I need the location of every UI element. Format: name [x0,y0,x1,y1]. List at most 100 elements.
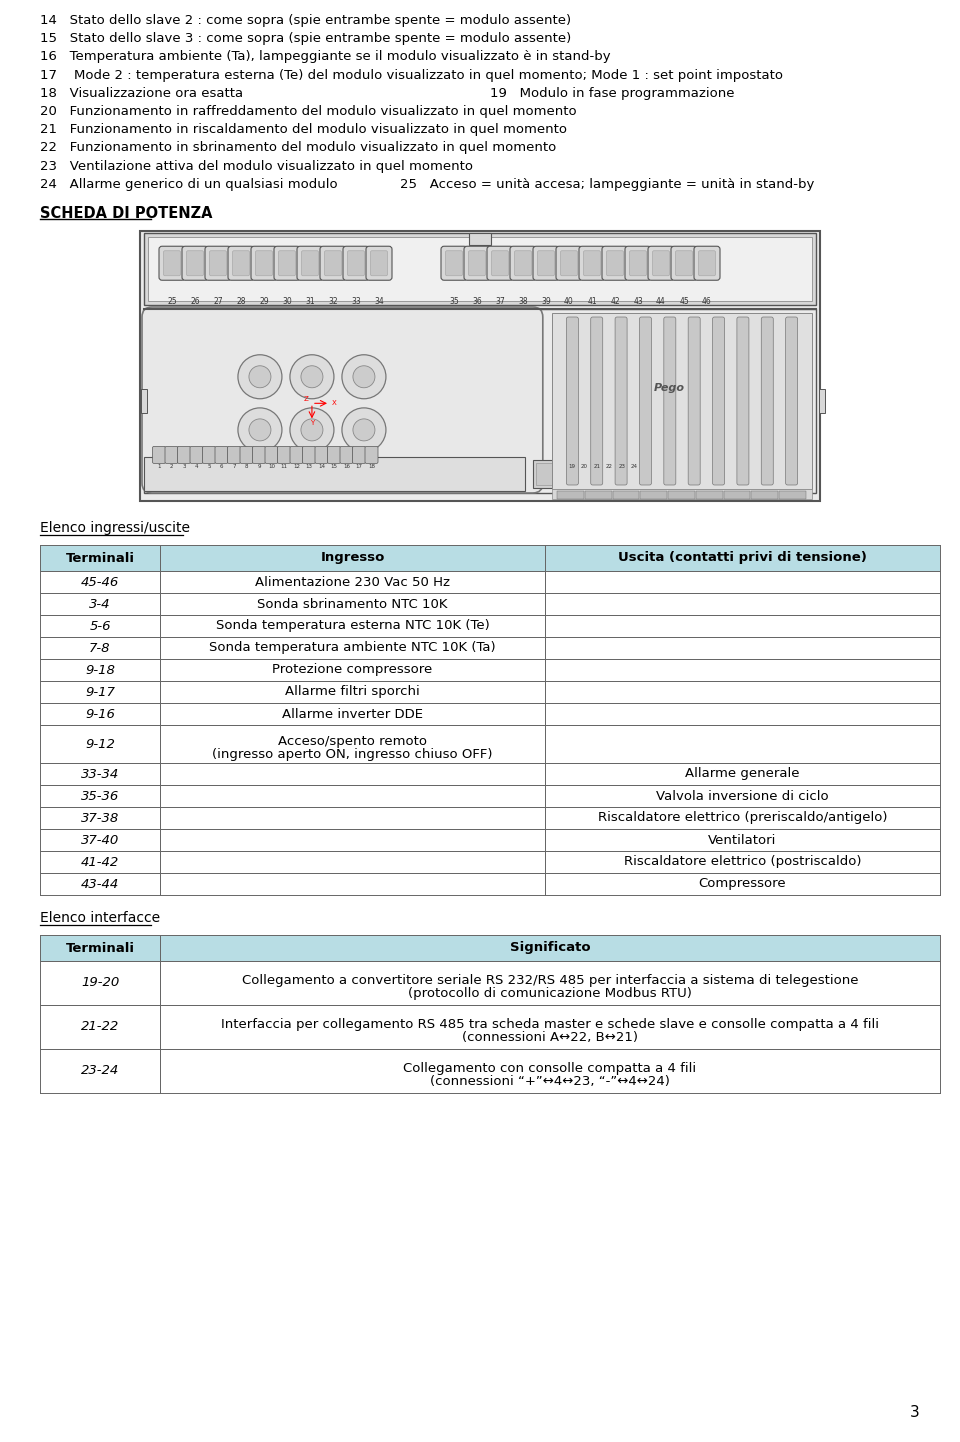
Bar [545,704,940,725]
Bar [545,571,940,593]
Text: 3: 3 [910,1405,920,1420]
FancyBboxPatch shape [159,247,185,280]
Text: 3-4: 3-4 [89,597,110,610]
FancyBboxPatch shape [445,251,463,275]
Bar [40,571,160,593]
Text: (ingresso aperto ON, ingresso chiuso OFF): (ingresso aperto ON, ingresso chiuso OFF… [212,748,492,761]
Text: Sonda temperatura ambiente NTC 10K (Ta): Sonda temperatura ambiente NTC 10K (Ta) [209,642,495,655]
Bar [160,545,545,571]
Text: 15: 15 [330,464,338,469]
FancyBboxPatch shape [533,247,559,280]
FancyBboxPatch shape [566,317,578,485]
Bar [40,1048,160,1093]
Text: X: X [332,401,337,407]
FancyBboxPatch shape [209,251,227,275]
FancyBboxPatch shape [343,247,369,280]
FancyBboxPatch shape [688,317,700,485]
Bar [752,490,779,499]
FancyBboxPatch shape [315,447,328,463]
Bar [160,1005,940,1048]
FancyBboxPatch shape [290,447,303,463]
Bar [160,763,545,784]
Bar [144,309,816,493]
Bar [148,236,812,301]
Bar [40,545,160,571]
FancyBboxPatch shape [320,247,346,280]
Text: 40: 40 [564,297,574,306]
FancyBboxPatch shape [785,317,798,485]
FancyBboxPatch shape [205,247,231,280]
Text: 26: 26 [190,297,200,306]
Text: 37-40: 37-40 [81,833,119,846]
Bar [160,808,545,829]
FancyBboxPatch shape [277,447,291,463]
Bar [469,234,491,245]
Bar [40,829,160,851]
Text: Riscaldatore elettrico (preriscaldo/antigelo): Riscaldatore elettrico (preriscaldo/anti… [598,812,887,825]
Circle shape [342,355,386,399]
Bar [40,784,160,808]
FancyBboxPatch shape [663,317,676,485]
Bar [40,681,160,704]
Bar [533,460,561,487]
FancyBboxPatch shape [639,317,652,485]
Text: 22: 22 [606,464,612,469]
Circle shape [290,408,334,451]
Bar [585,490,612,499]
Text: 21   Funzionamento in riscaldamento del modulo visualizzato in quel momento: 21 Funzionamento in riscaldamento del mo… [40,123,567,136]
Text: 1: 1 [157,464,160,469]
Bar [545,763,940,784]
Bar [160,593,545,614]
Text: Protezione compressore: Protezione compressore [273,663,433,676]
Bar [40,725,160,763]
FancyBboxPatch shape [630,251,646,275]
Text: 33: 33 [351,297,361,306]
FancyBboxPatch shape [327,447,341,463]
FancyBboxPatch shape [515,251,532,275]
Text: 19: 19 [568,464,575,469]
Text: SCHEDA DI POTENZA: SCHEDA DI POTENZA [40,206,212,221]
Bar [144,234,816,306]
Bar [40,1005,160,1048]
Text: Elenco interfacce: Elenco interfacce [40,911,160,924]
Text: 23-24: 23-24 [81,1064,119,1077]
Bar [160,829,545,851]
Bar [545,545,940,571]
FancyBboxPatch shape [340,447,353,463]
Circle shape [238,355,282,399]
Text: 15   Stato dello slave 3 : come sopra (spie entrambe spente = modulo assente): 15 Stato dello slave 3 : come sopra (spi… [40,32,571,45]
FancyBboxPatch shape [579,247,605,280]
Text: 25   Acceso = unità accesa; lampeggiante = unità in stand-by: 25 Acceso = unità accesa; lampeggiante =… [400,177,814,190]
FancyBboxPatch shape [671,247,697,280]
Text: 43: 43 [634,297,643,306]
Text: Elenco ingressi/uscite: Elenco ingressi/uscite [40,521,190,535]
FancyBboxPatch shape [615,317,627,485]
FancyBboxPatch shape [228,247,254,280]
Bar [140,231,820,500]
Text: 5: 5 [207,464,211,469]
Text: 41-42: 41-42 [81,855,119,868]
FancyBboxPatch shape [464,247,490,280]
Text: 14   Stato dello slave 2 : come sopra (spie entrambe spente = modulo assente): 14 Stato dello slave 2 : come sopra (spi… [40,14,571,27]
Bar [40,872,160,895]
Bar [545,784,940,808]
Text: 13: 13 [305,464,313,469]
Text: 17    Mode 2 : temperatura esterna (Te) del modulo visualizzato in quel momento;: 17 Mode 2 : temperatura esterna (Te) del… [40,69,783,82]
Bar [160,637,545,659]
FancyBboxPatch shape [365,447,378,463]
Text: 22   Funzionamento in sbrinamento del modulo visualizzato in quel momento: 22 Funzionamento in sbrinamento del modu… [40,141,556,154]
Text: 19-20: 19-20 [81,976,119,989]
Text: 23: 23 [618,464,625,469]
Bar [552,313,812,489]
Text: 9: 9 [257,464,261,469]
FancyBboxPatch shape [165,447,178,463]
Bar [40,851,160,872]
Bar [40,659,160,681]
Text: 17: 17 [355,464,363,469]
Text: 24: 24 [631,464,637,469]
FancyBboxPatch shape [232,251,250,275]
Text: 45-46: 45-46 [81,575,119,588]
FancyBboxPatch shape [653,251,669,275]
FancyBboxPatch shape [584,251,601,275]
Text: 14: 14 [318,464,325,469]
